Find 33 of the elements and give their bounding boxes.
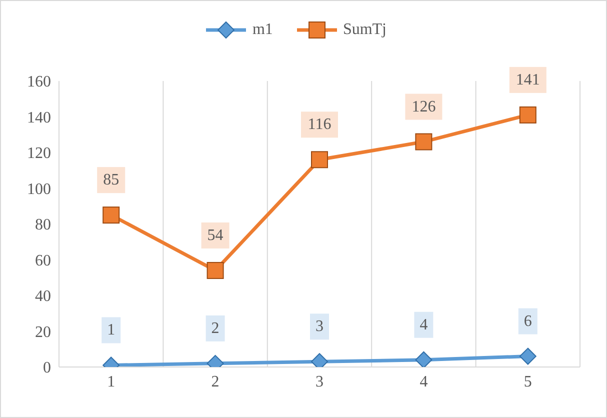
data-label: 3 xyxy=(316,318,324,336)
y-tick-label: 140 xyxy=(27,109,51,126)
point xyxy=(311,151,328,168)
data-label: 141 xyxy=(516,71,540,88)
legend-label: SumTj xyxy=(342,21,386,39)
legend-label: m1 xyxy=(252,21,273,39)
data-label: 116 xyxy=(308,116,332,134)
data-label: 2 xyxy=(211,320,220,337)
x-tick-label: 1 xyxy=(107,373,116,390)
y-tick-label: 40 xyxy=(35,288,51,306)
point xyxy=(519,106,536,124)
point xyxy=(206,262,224,279)
data-label: 4 xyxy=(420,316,428,334)
data-label: 1 xyxy=(107,322,116,339)
x-tick-label: 4 xyxy=(420,373,428,390)
data-label: 85 xyxy=(103,172,120,189)
data-label: 6 xyxy=(524,312,532,330)
y-tick-label: 60 xyxy=(35,252,51,270)
x-tick-label: 5 xyxy=(524,373,532,390)
data-label: 126 xyxy=(412,98,436,116)
y-tick-label: 80 xyxy=(35,216,51,234)
point xyxy=(519,348,536,365)
y-tick-label: 20 xyxy=(35,324,51,341)
x-tick-label: 2 xyxy=(211,373,220,390)
point xyxy=(415,351,432,367)
point xyxy=(415,133,432,150)
point xyxy=(102,206,120,224)
y-tick-label: 120 xyxy=(27,145,51,162)
y-tick-label: 160 xyxy=(27,74,51,91)
y-tick-label: 0 xyxy=(43,360,51,377)
data-label: 54 xyxy=(207,226,224,244)
y-tick-label: 100 xyxy=(27,180,51,198)
x-tick-label: 3 xyxy=(316,373,324,390)
